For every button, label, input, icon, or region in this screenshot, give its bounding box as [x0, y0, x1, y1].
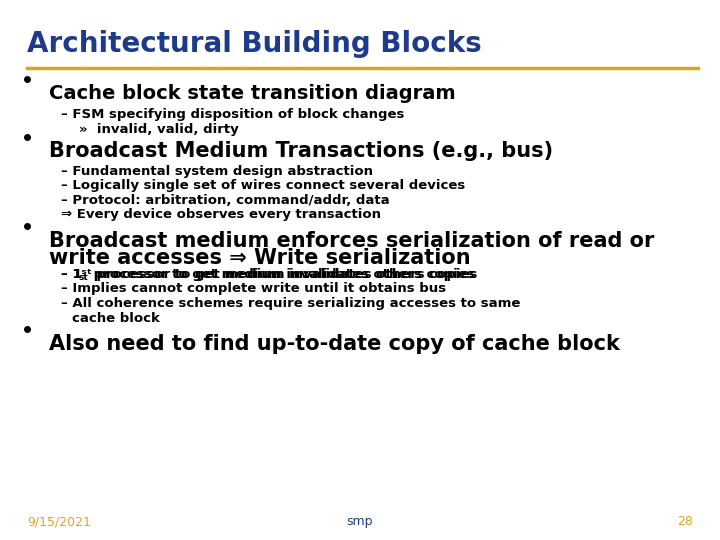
Text: smp: smp	[347, 515, 373, 528]
Text: cache block: cache block	[72, 312, 160, 325]
Text: Broadcast medium enforces serialization of read or: Broadcast medium enforces serialization …	[49, 231, 654, 251]
Text: – Protocol: arbitration, command/addr, data: – Protocol: arbitration, command/addr, d…	[61, 194, 390, 207]
Text: – All coherence schemes require serializing accesses to same: – All coherence schemes require serializ…	[61, 297, 521, 310]
Text: 9/15/2021: 9/15/2021	[27, 515, 91, 528]
Text: Cache block state transition diagram: Cache block state transition diagram	[49, 84, 456, 103]
Text: »  invalid, valid, dirty: » invalid, valid, dirty	[79, 123, 239, 136]
Text: – Logically single set of wires connect several devices: – Logically single set of wires connect …	[61, 179, 465, 192]
Text: – 1ˢᵗ processor to get medium invalidates others copies: – 1ˢᵗ processor to get medium invalidate…	[61, 268, 477, 281]
Text: 1: 1	[73, 268, 82, 281]
Text: – Implies cannot complete write until it obtains bus: – Implies cannot complete write until it…	[61, 282, 446, 295]
Text: st: st	[78, 273, 89, 282]
Text: ⇒ Every device observes every transaction: ⇒ Every device observes every transactio…	[61, 208, 381, 221]
Text: write accesses ⇒ Write serialization: write accesses ⇒ Write serialization	[49, 248, 471, 268]
Text: processor to get medium invalidates others copies: processor to get medium invalidates othe…	[89, 268, 474, 281]
Text: – FSM specifying disposition of block changes: – FSM specifying disposition of block ch…	[61, 108, 405, 121]
Text: 28: 28	[677, 515, 693, 528]
Text: Also need to find up-to-date copy of cache block: Also need to find up-to-date copy of cac…	[49, 334, 620, 354]
Text: –: –	[61, 268, 73, 281]
Text: – Fundamental system design abstraction: – Fundamental system design abstraction	[61, 165, 373, 178]
Text: Broadcast Medium Transactions (e.g., bus): Broadcast Medium Transactions (e.g., bus…	[49, 141, 553, 161]
Text: Architectural Building Blocks: Architectural Building Blocks	[27, 30, 482, 58]
